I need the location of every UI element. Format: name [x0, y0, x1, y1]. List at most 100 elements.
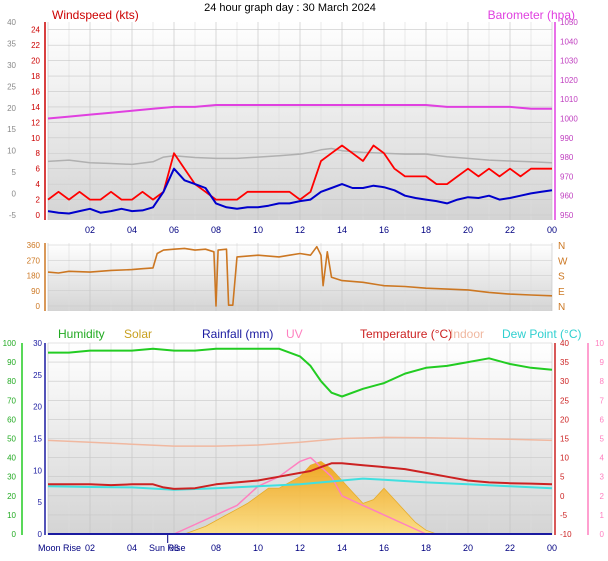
- outer-axis-tick: 0: [12, 190, 17, 199]
- wind-axis-tick: 22: [31, 41, 40, 50]
- wind-axis-tick: 4: [36, 180, 41, 189]
- x-tick-label-bottom: 02: [85, 543, 95, 553]
- temperature-axis-tick: 25: [560, 396, 569, 405]
- barometer-line: [47, 104, 552, 120]
- temperature-axis-tick: 10: [560, 454, 569, 463]
- wind-axis-tick: 10: [31, 134, 40, 143]
- rainfall-axis-tick: 15: [33, 435, 42, 444]
- x-tick-label-bottom: 10: [253, 543, 263, 553]
- humidity-axis-tick: 90: [7, 358, 16, 367]
- humidity-axis-tick: 50: [7, 435, 16, 444]
- legend-solar: Solar: [124, 327, 152, 341]
- rainfall-axis-tick: 0: [38, 530, 43, 539]
- wind-axis-tick: 0: [36, 211, 41, 220]
- x-tick-label-wind: 08: [211, 225, 221, 235]
- temperature-axis-tick: -10: [560, 530, 572, 539]
- humidity-axis-tick: 40: [7, 454, 16, 463]
- wind-axis-tick: 20: [31, 57, 40, 66]
- temperature-axis-tick: 5: [560, 473, 565, 482]
- barometer-axis-tick: 960: [560, 192, 574, 201]
- direction-axis-tick: 0: [36, 302, 41, 311]
- grid-lines: [47, 22, 553, 535]
- x-tick-label-wind: 14: [337, 225, 347, 235]
- uv-axis-tick: 1: [600, 511, 605, 520]
- barometer-axis-tick: 1010: [560, 95, 578, 104]
- x-tick-label-bottom: 22: [505, 543, 515, 553]
- outer-axis-tick: 10: [7, 147, 16, 156]
- solar-area: [48, 460, 552, 535]
- x-tick-label-bottom: 06: [169, 543, 179, 553]
- x-tick-label-wind: 06: [169, 225, 179, 235]
- x-tick-label-wind: 00: [547, 225, 557, 235]
- temperature-axis-tick: 20: [560, 415, 569, 424]
- direction-axis-tick: 270: [27, 256, 41, 265]
- temperature-line: [48, 462, 553, 490]
- wind-axis-tick: 14: [31, 103, 40, 112]
- x-tick-label-wind: 16: [379, 225, 389, 235]
- x-tick-label-wind: 12: [295, 225, 305, 235]
- barometer-axis-tick: 980: [560, 153, 574, 162]
- rainfall-axis-tick: 30: [33, 339, 42, 348]
- temperature-axis-tick: -5: [560, 511, 568, 520]
- wind-axis-tick: 8: [36, 149, 41, 158]
- sun-rise-label: Sun Rise: [149, 543, 186, 553]
- legend-indoor: Indoor: [450, 327, 484, 341]
- uv-axis-tick: 0: [600, 530, 605, 539]
- x-tick-label-bottom: 18: [421, 543, 431, 553]
- barometer-axis-tick: 1050: [560, 18, 578, 27]
- outer-axis-tick: 15: [7, 125, 16, 134]
- x-tick-label-wind: 20: [463, 225, 473, 235]
- x-tick-label-wind: 18: [421, 225, 431, 235]
- rainfall-axis-tick: 5: [38, 498, 43, 507]
- wind-axis-tick: 16: [31, 87, 40, 96]
- uv-axis-tick: 8: [600, 377, 605, 386]
- legend-dew-point: Dew Point (°C): [502, 327, 581, 341]
- dew-point-line: [47, 477, 553, 491]
- legend-rainfall: Rainfall (mm): [202, 327, 273, 341]
- barometer-axis-tick: 1000: [560, 115, 578, 124]
- compass-label: S: [558, 272, 565, 283]
- compass-label: W: [558, 256, 568, 267]
- outer-axis-tick: 35: [7, 39, 16, 48]
- humidity-axis-tick: 10: [7, 511, 16, 520]
- humidity-axis-tick: 30: [7, 473, 16, 482]
- outer-axis-tick: -5: [9, 211, 17, 220]
- humidity-axis-tick: 100: [3, 339, 17, 348]
- uv-axis-tick: 10: [595, 339, 604, 348]
- barometer-axis-tick: 1020: [560, 76, 578, 85]
- barometer-axis-tick: 990: [560, 134, 574, 143]
- humidity-axis-tick: 20: [7, 492, 16, 501]
- direction-axis-tick: 90: [31, 287, 40, 296]
- x-tick-label-bottom: 14: [337, 543, 347, 553]
- x-tick-label-bottom: 20: [463, 543, 473, 553]
- temperature-axis-tick: 15: [560, 435, 569, 444]
- x-tick-label-wind: 04: [127, 225, 137, 235]
- humidity-axis-tick: 0: [12, 530, 17, 539]
- x-tick-label-bottom: 04: [127, 543, 137, 553]
- outer-axis-tick: 40: [7, 18, 16, 27]
- legend-humidity: Humidity: [58, 327, 105, 341]
- wind-axis-tick: 2: [36, 196, 41, 205]
- windspeed-line: [47, 144, 552, 201]
- wind-axis-tick: 18: [31, 72, 40, 81]
- temperature-axis-tick: 40: [560, 339, 569, 348]
- wind-axis-tick: 24: [31, 26, 40, 35]
- barometer-axis-tick: 1030: [560, 57, 578, 66]
- compass-label: N: [558, 302, 565, 313]
- outer-axis-tick: 30: [7, 61, 16, 70]
- temperature-axis-tick: 30: [560, 377, 569, 386]
- legend-barometer: Barometer (hpa): [488, 8, 575, 22]
- temperature-axis-tick: 0: [560, 492, 565, 501]
- temperature-axis-tick: 35: [560, 358, 569, 367]
- x-tick-label-wind: 02: [85, 225, 95, 235]
- x-tick-label-wind: 10: [253, 225, 263, 235]
- legend-uv: UV: [286, 327, 303, 341]
- barometer-axis-tick: 950: [560, 211, 574, 220]
- compass-label: N: [558, 241, 565, 252]
- chart-title: 24 hour graph day : 30 March 2024: [204, 2, 376, 14]
- humidity-axis-tick: 80: [7, 377, 16, 386]
- wind-direction-line: [47, 245, 553, 307]
- uv-axis-tick: 9: [600, 358, 605, 367]
- outer-axis-tick: 20: [7, 104, 16, 113]
